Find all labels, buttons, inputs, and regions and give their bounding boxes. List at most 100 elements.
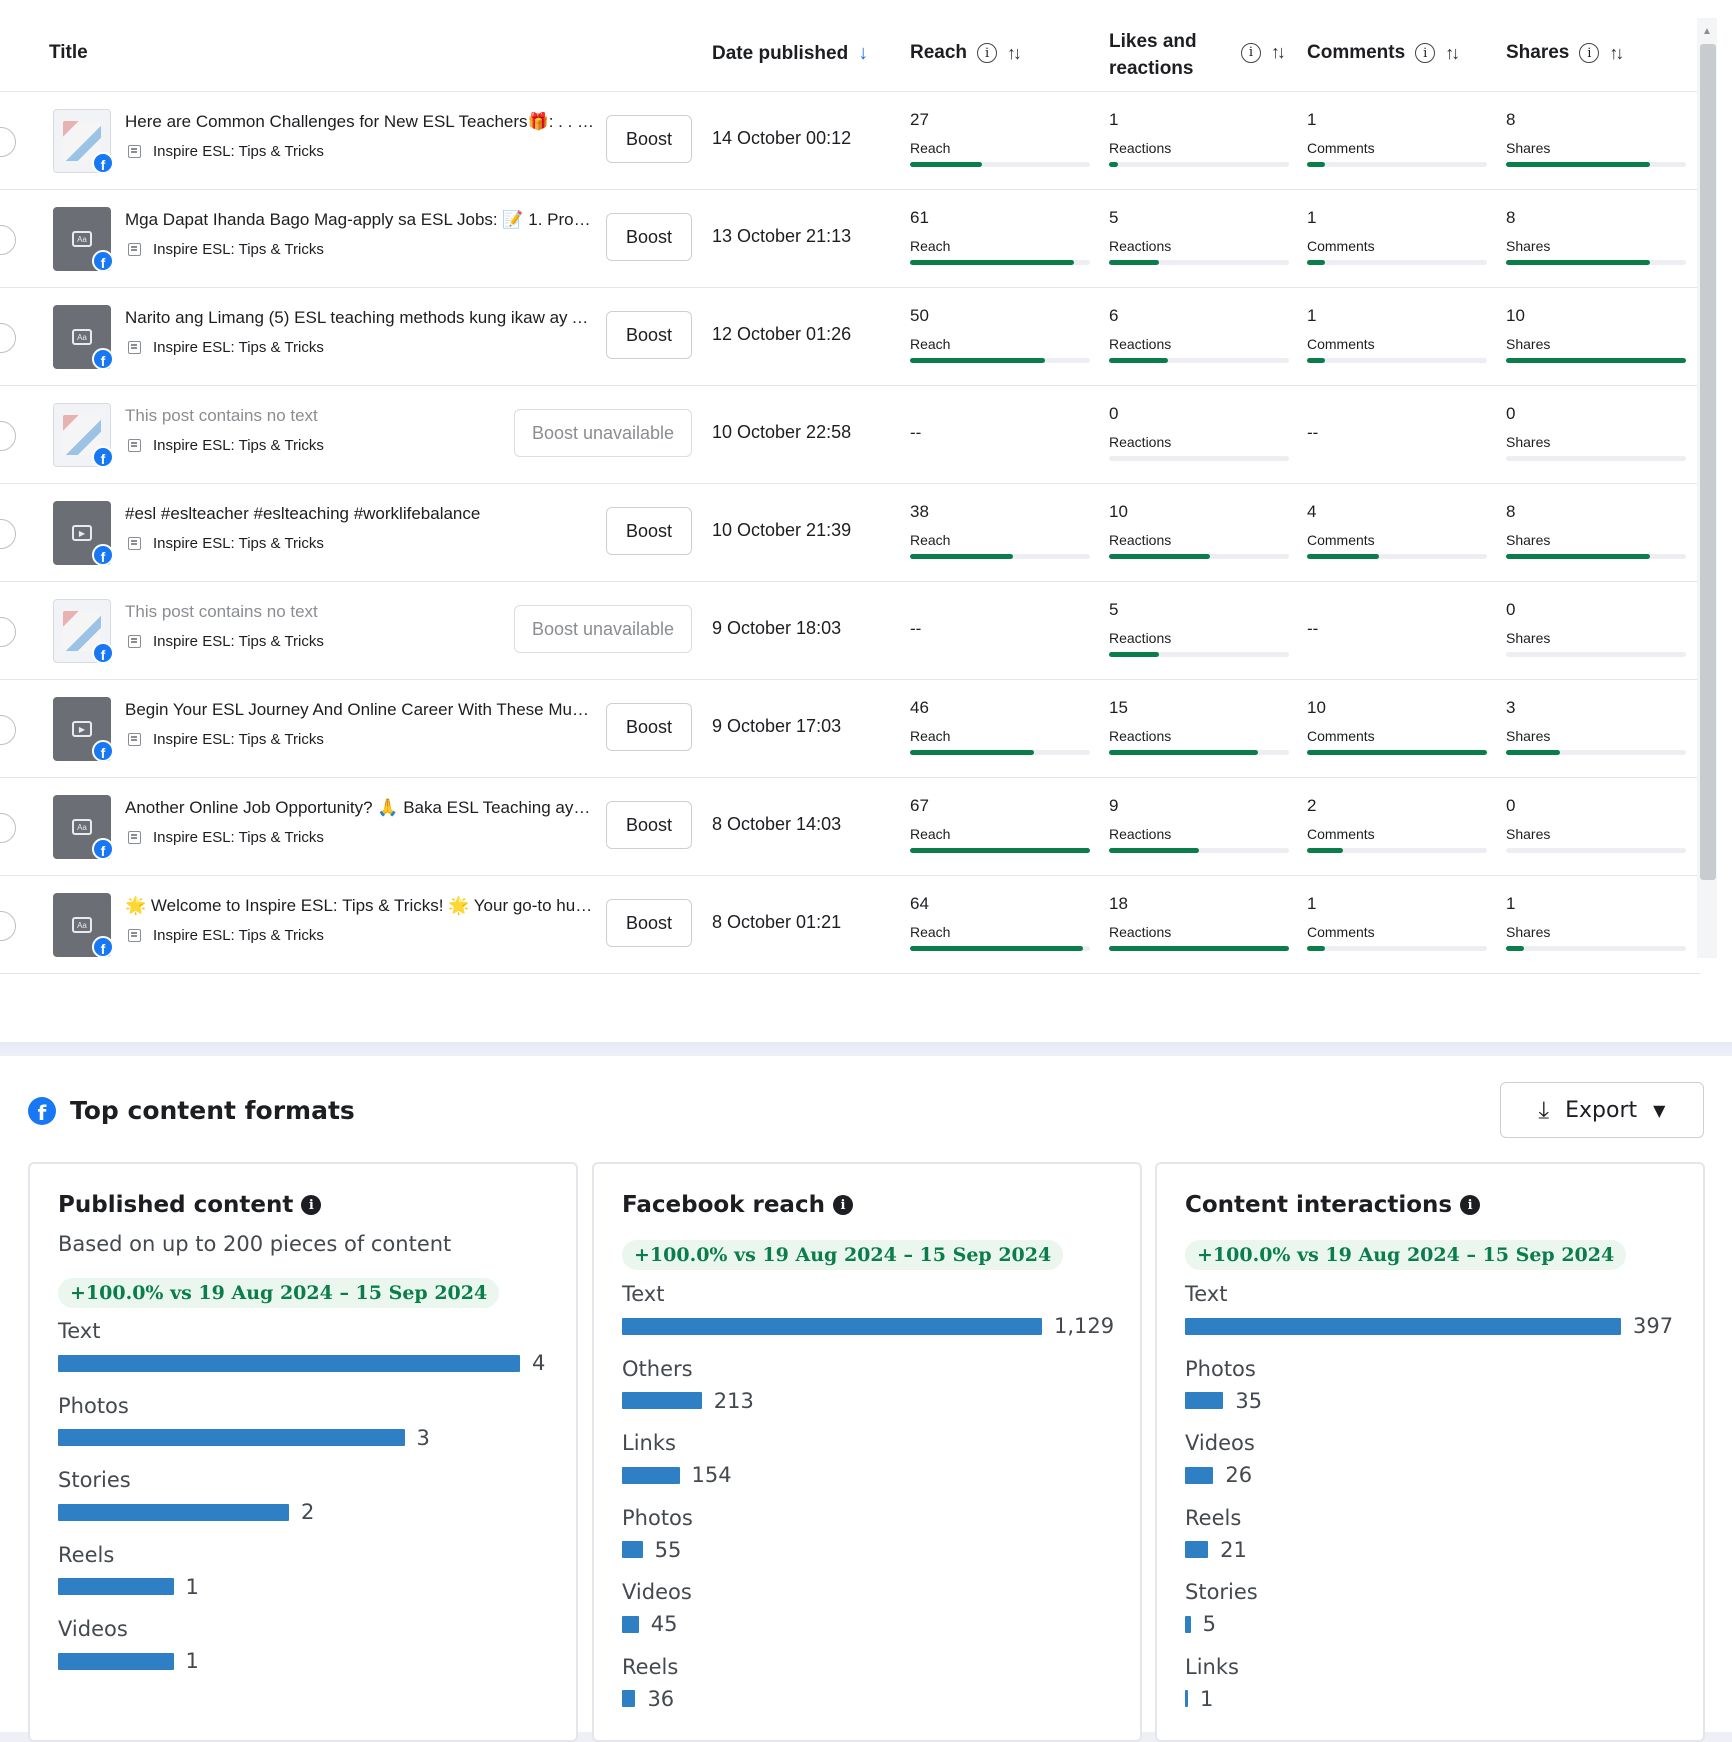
reach-value: 38 [910,502,929,521]
comments-label: Comments [1307,140,1375,156]
table-row[interactable]: f This post contains no text Inspire ESL: … [0,582,1700,680]
table-row[interactable]: ▶ f Begin Your ESL Journey And Online Care… [0,680,1700,778]
comparison-badge: +100.0% vs 19 Aug 2024 – 15 Sep 2024 [622,1240,1064,1270]
post-title[interactable]: Another Online Job Opportunity? 🙏 Baka E… [125,798,595,817]
reactions-metric: 18 Reactions [1109,894,1289,940]
reach-metric: 67 Reach [910,796,1090,842]
boost-button[interactable]: Boost [606,213,692,261]
format-value: 397 [1633,1314,1674,1338]
format-value: 45 [650,1612,678,1636]
info-icon[interactable]: i [301,1195,322,1215]
boost-button: Boost unavailable [514,409,692,457]
boost-button: Boost unavailable [514,605,692,653]
format-bar [1185,1541,1209,1558]
post-title[interactable]: 🌟 Welcome to Inspire ESL: Tips & Tricks!… [125,896,595,915]
scrollbar-thumb[interactable] [1700,44,1716,880]
card-title: Published content i [58,1192,322,1218]
reach-value: 50 [910,306,929,325]
info-icon[interactable]: i [832,1195,853,1215]
info-icon[interactable]: i [1415,43,1436,63]
table-row[interactable]: Aa f Narito ang Limang (5) ESL teaching me… [0,288,1700,386]
boost-button[interactable]: Boost [606,115,692,163]
shares-bar-track [1506,750,1686,755]
table-row[interactable]: f This post contains no text Inspire ESL: … [0,386,1700,484]
reactions-bar-fill [1109,848,1199,853]
format-item: Videos 45 [622,1580,1122,1655]
row-select-radio[interactable] [0,911,16,941]
page-icon [128,341,141,354]
post-title[interactable]: Mga Dapat Ihanda Bago Mag-apply sa ESL J… [125,210,595,229]
format-label: Reels [622,1654,679,1679]
reach-label: Reach [910,728,951,744]
boost-button[interactable]: Boost [606,311,692,359]
format-label: Text [58,1319,101,1343]
header-shares[interactable]: Shares i ↑↓ [1506,42,1624,63]
reach-metric: 64 Reach [910,894,1090,940]
export-button[interactable]: ⤓ Export ▼ [1500,1082,1704,1138]
format-bar [622,1541,643,1558]
header-likes-reactions[interactable]: Likes and reactions [1109,31,1197,79]
format-label: Text [622,1282,665,1306]
row-select-radio[interactable] [0,519,16,549]
comments-bar-track [1307,260,1487,265]
header-reach[interactable]: Reach i ↑↓ [910,42,1022,63]
comments-value: 10 [1307,698,1326,717]
sort-desc-icon: ↓ [858,42,869,64]
header-date-published[interactable]: Date published ↓ [712,42,869,64]
reactions-bar-fill [1109,162,1118,167]
shares-label: Shares [1506,728,1551,744]
row-select-radio[interactable] [0,127,16,157]
row-select-radio[interactable] [0,617,16,647]
info-icon[interactable]: i [1579,43,1600,63]
row-select-radio[interactable] [0,225,16,255]
reactions-value: 5 [1109,208,1119,227]
sort-icon[interactable]: ↑↓ [1445,42,1460,63]
sort-icon[interactable]: ↑↓ [1007,42,1022,63]
format-label: Stories [1185,1580,1258,1604]
table-row[interactable]: Aa f Another Online Job Opportunity? 🙏 Bak… [0,778,1700,876]
boost-button[interactable]: Boost [606,703,692,751]
info-icon[interactable]: i [977,43,998,63]
table-row[interactable]: ▶ f #esl #eslteacher #eslteaching #worklif… [0,484,1700,582]
table-row[interactable]: Aa f Mga Dapat Ihanda Bago Mag-apply sa ES… [0,190,1700,288]
format-value: 1 [185,1649,199,1673]
table-row[interactable]: Aa f 🌟 Welcome to Inspire ESL: Tips & Tric… [0,876,1700,974]
info-icon[interactable]: i [1460,1195,1481,1215]
boost-button[interactable]: Boost [606,899,692,947]
shares-bar-track [1506,554,1686,559]
shares-metric: 0 Shares [1506,796,1686,842]
comments-bar-track [1307,554,1487,559]
post-title[interactable]: Narito ang Limang (5) ESL teaching metho… [125,308,595,327]
format-item: Stories 5 [1185,1580,1685,1655]
comments-metric: 1 Comments [1307,208,1487,254]
sort-icon[interactable]: ↑↓ [1609,42,1624,63]
header-title[interactable]: Title [49,42,88,63]
post-title[interactable]: Here are Common Challenges for New ESL T… [125,112,595,131]
comments-bar-track [1307,162,1487,167]
reactions-metric: 1 Reactions [1109,110,1289,156]
row-select-radio[interactable] [0,715,16,745]
sort-icon[interactable]: ↑↓ [1271,42,1286,62]
date-published: 14 October 00:12 [712,128,852,148]
info-icon[interactable]: i [1241,42,1261,63]
row-select-radio[interactable] [0,323,16,353]
table-row[interactable]: f Here are Common Challenges for New ESL … [0,92,1700,190]
reach-value: 64 [910,894,929,913]
format-item: Stories 2 [58,1468,558,1543]
row-select-radio[interactable] [0,813,16,843]
post-title[interactable]: Begin Your ESL Journey And Online Career… [125,700,595,719]
post-thumbnail[interactable] [53,599,111,663]
scroll-up-icon[interactable]: ▲ [1702,26,1712,37]
post-title[interactable]: #esl #eslteacher #eslteaching #worklifeb… [125,504,481,523]
row-select-radio[interactable] [0,421,16,451]
format-item: Text 1,129 [622,1282,1122,1357]
boost-button[interactable]: Boost [606,801,692,849]
header-comments[interactable]: Comments i ↑↓ [1307,42,1460,63]
comments-label: Comments [1307,728,1375,744]
reactions-value: 5 [1109,600,1119,619]
reactions-bar-track [1109,946,1289,951]
shares-bar-fill [1506,946,1524,951]
boost-button[interactable]: Boost [606,507,692,555]
format-label: Text [1185,1282,1228,1306]
format-label: Photos [622,1505,693,1530]
